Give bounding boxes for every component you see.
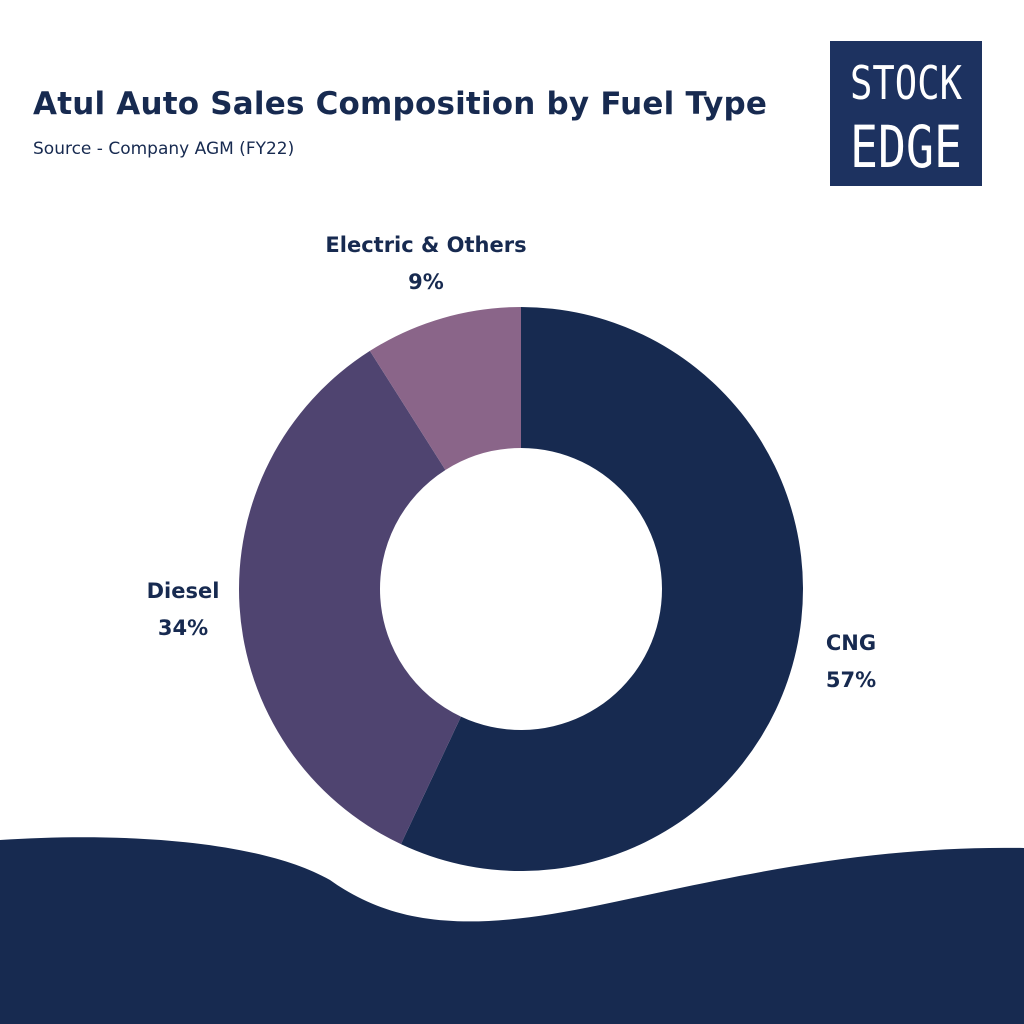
chart-subtitle: Source - Company AGM (FY22) [33, 139, 295, 159]
slice-value-label: 9% [408, 270, 444, 294]
logo-line-1: STOCK [850, 56, 962, 110]
logo-line-2: EDGE [850, 113, 962, 181]
slice-value-label: 34% [157, 616, 209, 640]
slice-cng [400, 307, 803, 871]
logo-background [830, 41, 982, 186]
footer-wave-shape [0, 837, 1024, 1024]
slice-value-label: 57% [825, 668, 877, 692]
chart-title: Atul Auto Sales Composition by Fuel Type [33, 86, 768, 122]
slice-label-diesel: Diesel 34% [147, 573, 220, 647]
slice-category-label: Electric & Others [325, 233, 527, 257]
slice-diesel [239, 350, 461, 845]
slice-label-electric-others: Electric & Others 9% [325, 227, 526, 301]
slice-electric-others [369, 307, 521, 470]
stockedge-logo: STOCK EDGE [830, 41, 982, 186]
slice-category-label: CNG [825, 631, 877, 655]
slice-category-label: Diesel [146, 579, 220, 603]
slice-label-cng: CNG 57% [826, 625, 876, 699]
